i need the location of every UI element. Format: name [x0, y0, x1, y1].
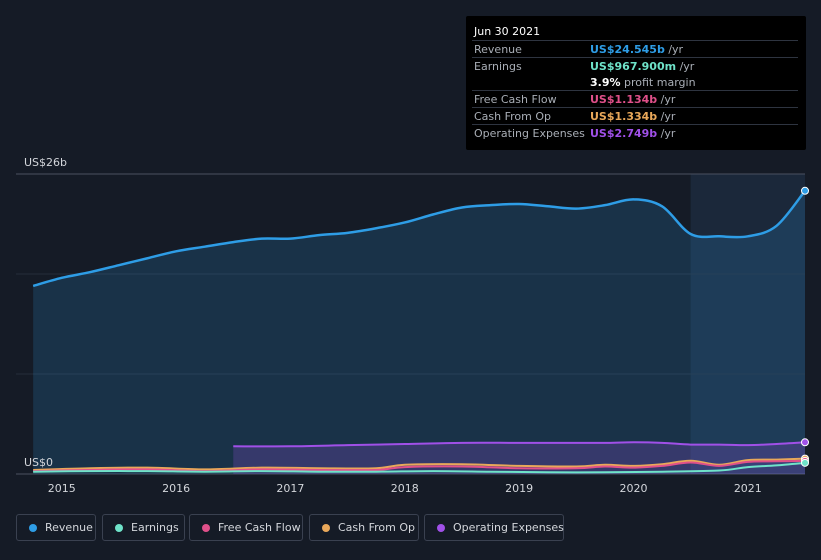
tooltip-row-revenue: Revenue US$24.545b /yr — [472, 40, 798, 58]
tooltip-label: Free Cash Flow — [474, 93, 557, 106]
legend-dot-icon — [322, 524, 330, 532]
cash-from-op-line — [33, 457, 806, 471]
legend-label: Revenue — [45, 521, 93, 534]
x-tick-label: 2017 — [276, 482, 304, 495]
x-tick-label: 2021 — [734, 482, 762, 495]
tooltip-date: Jun 30 2021 — [474, 25, 541, 38]
operating-expenses-line — [233, 441, 806, 448]
tooltip-value: US$1.134b /yr — [590, 93, 676, 106]
legend-dot-icon — [202, 524, 210, 532]
tooltip-label: Earnings — [474, 60, 522, 73]
highlight-region — [690, 174, 805, 474]
earnings-endpoint — [801, 458, 809, 467]
revenue-endpoint — [801, 186, 809, 195]
legend-dot-icon — [437, 524, 445, 532]
operating-expenses-endpoint — [801, 438, 809, 447]
legend-dot-icon — [115, 524, 123, 532]
legend-item-cash-from-op[interactable]: Cash From Op — [309, 514, 419, 541]
tooltip-row-fcf: Free Cash Flow US$1.134b /yr — [472, 90, 798, 108]
tooltip-row-earnings: Earnings US$967.900m /yr — [472, 57, 798, 75]
tooltip-value: US$2.749b /yr — [590, 127, 676, 140]
legend-label: Earnings — [131, 521, 179, 534]
tooltip-row-margin: 3.9% profit margin — [472, 74, 798, 91]
x-tick-label: 2020 — [619, 482, 647, 495]
tooltip-label: Revenue — [474, 43, 522, 56]
tooltip-value: US$1.334b /yr — [590, 110, 676, 123]
revenue-area — [33, 190, 806, 475]
tooltip-row-cfo: Cash From Op US$1.334b /yr — [472, 107, 798, 125]
x-tick-label: 2019 — [505, 482, 533, 495]
tooltip-value: 3.9% profit margin — [590, 76, 696, 89]
x-axis-ticks: 2015 2016 2017 2018 2019 2020 2021 — [48, 482, 762, 495]
tooltip-row-opex: Operating Expenses US$2.749b /yr — [472, 124, 798, 142]
legend-item-earnings[interactable]: Earnings — [102, 514, 185, 541]
gridlines — [16, 173, 805, 475]
x-tick-label: 2018 — [391, 482, 419, 495]
tooltip-label: Cash From Op — [474, 110, 552, 123]
tooltip-panel: Jun 30 2021 Revenue US$24.545b /yr Earni… — [466, 16, 806, 150]
legend-item-free-cash-flow[interactable]: Free Cash Flow — [189, 514, 303, 541]
legend-item-operating-expenses[interactable]: Operating Expenses — [424, 514, 564, 541]
plot-series — [32, 186, 809, 475]
x-tick-label: 2016 — [162, 482, 190, 495]
legend-label: Operating Expenses — [453, 521, 564, 534]
x-tick-label: 2015 — [48, 482, 76, 495]
legend-label: Free Cash Flow — [218, 521, 301, 534]
legend-label: Cash From Op — [338, 521, 416, 534]
tooltip-value: US$967.900m /yr — [590, 60, 695, 73]
earnings-line — [33, 461, 806, 474]
tooltip-label: Operating Expenses — [474, 127, 585, 140]
legend-item-revenue[interactable]: Revenue — [16, 514, 96, 541]
revenue-line — [32, 189, 806, 288]
y-axis-bottom-label: US$0 — [24, 456, 53, 469]
tooltip-value: US$24.545b /yr — [590, 43, 684, 56]
legend-dot-icon — [29, 524, 37, 532]
y-axis-top-label: US$26b — [24, 156, 67, 169]
